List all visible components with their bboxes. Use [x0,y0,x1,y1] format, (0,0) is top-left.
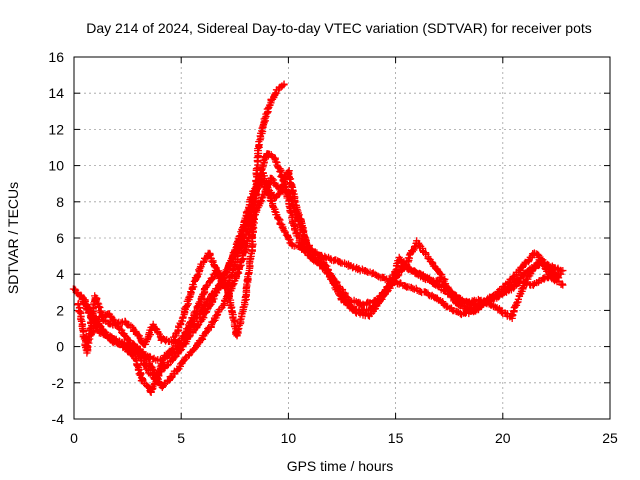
y-tick-label: -2 [52,375,65,391]
x-tick-label: 25 [602,430,618,446]
y-tick-label: 2 [56,302,64,318]
y-tick-label: 0 [56,339,64,355]
plot-frame [73,56,611,420]
y-tick-label: 12 [48,121,64,137]
y-tick-labels: -4 -2 0 2 4 6 8 10 12 14 16 [48,49,64,427]
x-tick-label: 5 [177,430,185,446]
y-tick-label: -4 [52,411,65,427]
plus-markers [97,176,565,396]
x-tick-label: 20 [495,430,511,446]
y-tick-label: 16 [48,49,64,65]
y-axis-label: SDTVAR / TECUs [5,182,21,294]
plus-markers [74,167,567,357]
data-points [69,80,567,396]
grid-lines [74,57,610,419]
x-axis-label: GPS time / hours [287,458,394,474]
chart-title: Day 214 of 2024, Sidereal Day-to-day VTE… [86,20,592,36]
x-tick-labels: 0 5 10 15 20 25 [70,430,618,446]
y-tick-label: 14 [48,85,64,101]
y-tick-label: 10 [48,158,64,174]
x-tick-label: 15 [388,430,404,446]
x-tick-label: 10 [281,430,297,446]
y-tick-label: 4 [56,266,64,282]
series-track-3 [74,167,567,357]
y-tick-label: 8 [56,194,64,210]
x-tick-label: 0 [70,430,78,446]
y-tick-label: 6 [56,230,64,246]
series-track-5 [97,176,565,396]
